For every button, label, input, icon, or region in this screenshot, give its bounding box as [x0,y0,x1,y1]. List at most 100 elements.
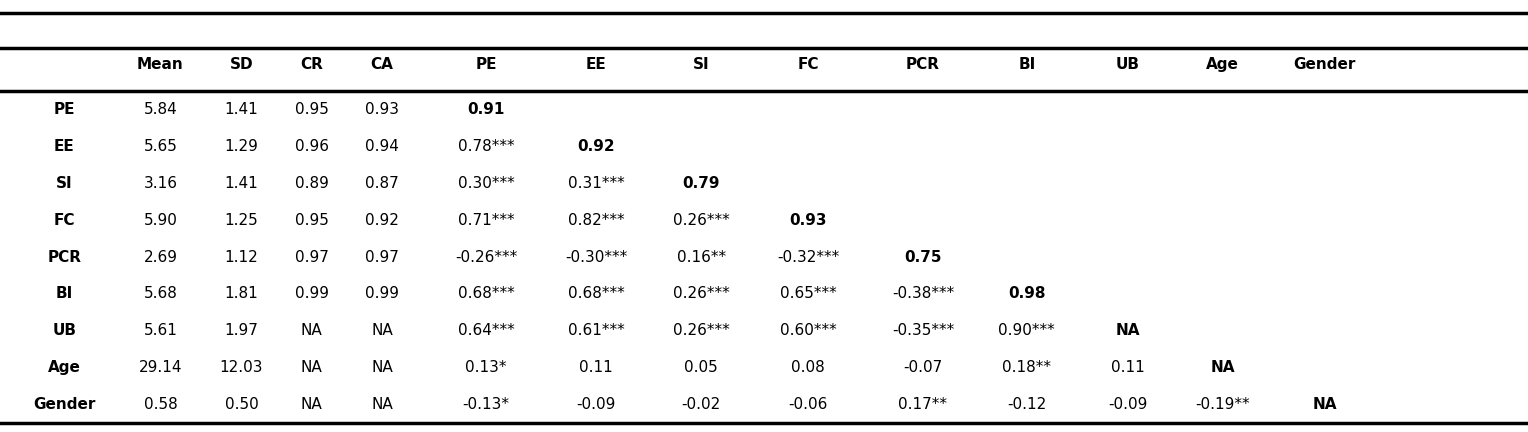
Text: 1.25: 1.25 [225,213,258,228]
Text: 1.29: 1.29 [225,139,258,154]
Text: 0.92: 0.92 [365,213,399,228]
Text: 0.95: 0.95 [295,213,329,228]
Text: 0.79: 0.79 [683,176,720,191]
Text: 0.95: 0.95 [295,102,329,117]
Text: FC: FC [798,57,819,72]
Text: 0.89: 0.89 [295,176,329,191]
Text: Age: Age [1206,57,1239,72]
Text: -0.12: -0.12 [1007,397,1047,413]
Text: EE: EE [53,139,75,154]
Text: PCR: PCR [906,57,940,72]
Text: 0.61***: 0.61*** [567,324,625,338]
Text: 0.94: 0.94 [365,139,399,154]
Text: UB: UB [52,324,76,338]
Text: 0.50: 0.50 [225,397,258,413]
Text: NA: NA [1313,397,1337,413]
Text: NA: NA [1115,324,1140,338]
Text: NA: NA [371,360,393,375]
Text: 0.93: 0.93 [365,102,399,117]
Text: SD: SD [229,57,254,72]
Text: 0.58: 0.58 [144,397,177,413]
Text: SI: SI [57,176,72,191]
Text: -0.38***: -0.38*** [892,286,953,302]
Text: 0.97: 0.97 [295,250,329,264]
Text: 0.91: 0.91 [468,102,504,117]
Text: BI: BI [55,286,73,302]
Text: FC: FC [53,213,75,228]
Text: SI: SI [694,57,709,72]
Text: 0.90***: 0.90*** [998,324,1056,338]
Text: 5.90: 5.90 [144,213,177,228]
Text: Mean: Mean [138,57,183,72]
Text: 0.11: 0.11 [1111,360,1144,375]
Text: 0.05: 0.05 [685,360,718,375]
Text: 0.26***: 0.26*** [672,286,730,302]
Text: 0.87: 0.87 [365,176,399,191]
Text: 0.98: 0.98 [1008,286,1045,302]
Text: -0.09: -0.09 [1108,397,1148,413]
Text: NA: NA [301,360,322,375]
Text: 0.26***: 0.26*** [672,324,730,338]
Text: 0.64***: 0.64*** [457,324,515,338]
Text: Gender: Gender [1294,57,1355,72]
Text: 0.17**: 0.17** [898,397,947,413]
Text: -0.26***: -0.26*** [455,250,516,264]
Text: -0.06: -0.06 [788,397,828,413]
Text: -0.13*: -0.13* [463,397,509,413]
Text: -0.30***: -0.30*** [565,250,626,264]
Text: Gender: Gender [34,397,95,413]
Text: 0.99: 0.99 [295,286,329,302]
Text: 0.26***: 0.26*** [672,213,730,228]
Text: PE: PE [475,57,497,72]
Text: -0.07: -0.07 [903,360,943,375]
Text: 12.03: 12.03 [220,360,263,375]
Text: 0.78***: 0.78*** [457,139,515,154]
Text: 5.68: 5.68 [144,286,177,302]
Text: 0.97: 0.97 [365,250,399,264]
Text: 0.60***: 0.60*** [779,324,837,338]
Text: Age: Age [47,360,81,375]
Text: BI: BI [1018,57,1036,72]
Text: 0.30***: 0.30*** [457,176,515,191]
Text: 1.97: 1.97 [225,324,258,338]
Text: 3.16: 3.16 [144,176,177,191]
Text: 0.75: 0.75 [905,250,941,264]
Text: NA: NA [301,324,322,338]
Text: 0.11: 0.11 [579,360,613,375]
Text: 0.82***: 0.82*** [567,213,625,228]
Text: 2.69: 2.69 [144,250,177,264]
Text: NA: NA [1210,360,1235,375]
Text: UB: UB [1115,57,1140,72]
Text: 0.18**: 0.18** [1002,360,1051,375]
Text: -0.02: -0.02 [681,397,721,413]
Text: 5.61: 5.61 [144,324,177,338]
Text: PE: PE [53,102,75,117]
Text: 0.68***: 0.68*** [567,286,625,302]
Text: 1.41: 1.41 [225,176,258,191]
Text: 0.96: 0.96 [295,139,329,154]
Text: 0.93: 0.93 [790,213,827,228]
Text: 0.16**: 0.16** [677,250,726,264]
Text: CR: CR [301,57,322,72]
Text: NA: NA [371,397,393,413]
Text: 1.12: 1.12 [225,250,258,264]
Text: NA: NA [371,324,393,338]
Text: 29.14: 29.14 [139,360,182,375]
Text: -0.32***: -0.32*** [778,250,839,264]
Text: 0.92: 0.92 [578,139,614,154]
Text: 0.65***: 0.65*** [779,286,837,302]
Text: 0.71***: 0.71*** [457,213,515,228]
Text: PCR: PCR [47,250,81,264]
Text: -0.09: -0.09 [576,397,616,413]
Text: 0.31***: 0.31*** [567,176,625,191]
Text: 0.68***: 0.68*** [457,286,515,302]
Text: -0.35***: -0.35*** [892,324,953,338]
Text: 0.13*: 0.13* [465,360,507,375]
Text: EE: EE [585,57,607,72]
Text: 5.84: 5.84 [144,102,177,117]
Text: 0.08: 0.08 [792,360,825,375]
Text: 1.81: 1.81 [225,286,258,302]
Text: CA: CA [371,57,393,72]
Text: 0.99: 0.99 [365,286,399,302]
Text: -0.19**: -0.19** [1195,397,1250,413]
